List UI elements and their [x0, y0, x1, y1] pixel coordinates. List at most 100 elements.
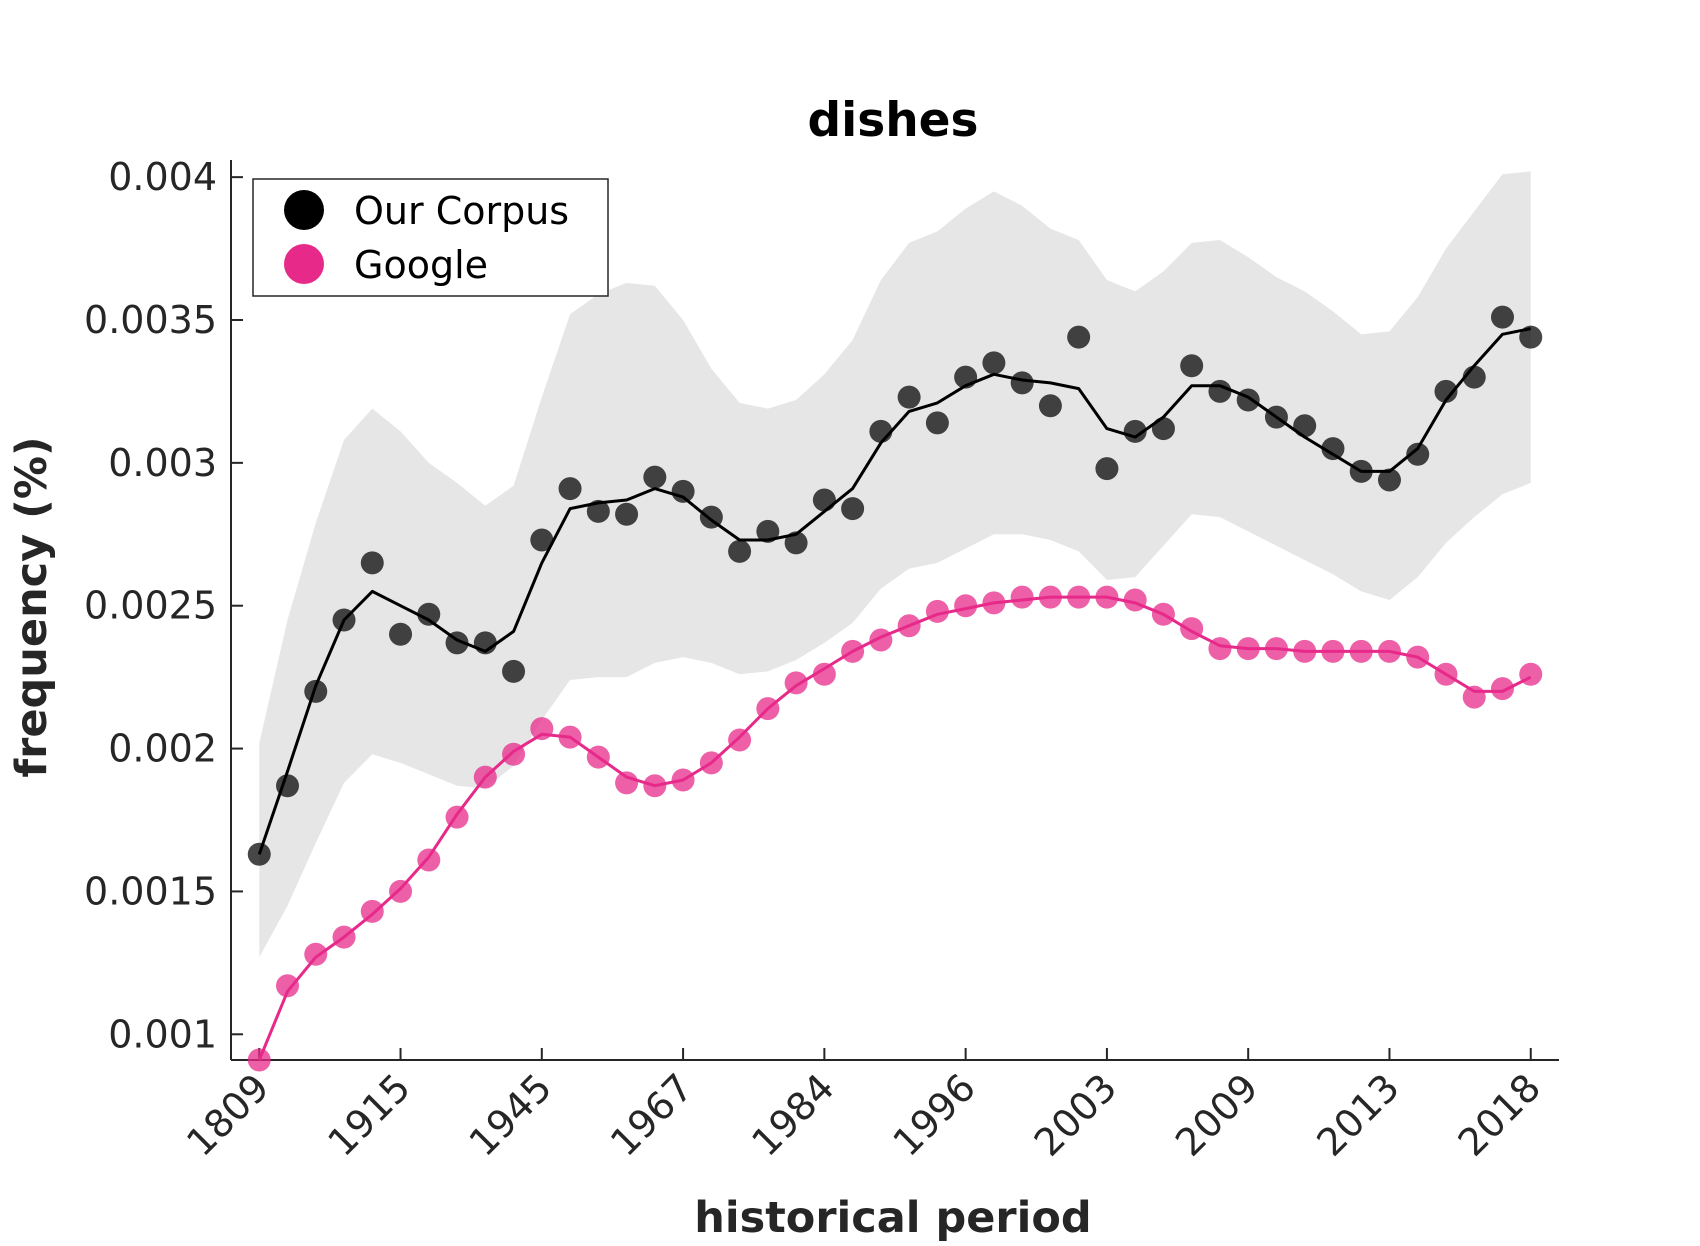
our-corpus-point: [982, 351, 1006, 375]
google-point: [445, 805, 469, 829]
our-corpus-point: [1349, 459, 1373, 483]
our-corpus-point: [276, 774, 300, 798]
google-point: [1293, 639, 1317, 663]
google-point: [699, 751, 723, 775]
our-corpus-point: [784, 531, 808, 555]
google-point: [473, 765, 497, 789]
google-point: [784, 671, 808, 695]
our-corpus-point: [897, 385, 921, 409]
y-axis-title: frequency (%): [7, 436, 57, 777]
google-point: [756, 697, 780, 721]
y-tick-label: 0.001: [108, 1012, 217, 1056]
google-point: [1406, 645, 1430, 669]
legend-marker-google: [284, 244, 324, 284]
our-corpus-point: [1519, 325, 1543, 349]
google-point: [982, 591, 1006, 615]
legend-marker-our-corpus: [284, 190, 324, 230]
google-point: [276, 974, 300, 998]
google-point: [1038, 585, 1062, 609]
chart-title: dishes: [807, 93, 978, 148]
google-point: [1180, 617, 1204, 641]
our-corpus-point: [925, 411, 949, 435]
our-corpus-point: [530, 528, 554, 552]
y-tick-label: 0.0035: [84, 298, 217, 342]
our-corpus-point: [417, 602, 441, 626]
our-corpus-point: [699, 505, 723, 529]
legend-label-our-corpus: Our Corpus: [354, 189, 569, 233]
google-point: [812, 662, 836, 686]
google-point: [869, 628, 893, 652]
our-corpus-point: [1123, 419, 1147, 443]
google-point: [1208, 637, 1232, 661]
our-corpus-point: [1038, 394, 1062, 418]
y-tick-label: 0.0025: [84, 584, 217, 628]
series-lines: [257, 327, 1532, 1061]
google-point: [671, 768, 695, 792]
google-point: [643, 774, 667, 798]
our-corpus-point: [954, 365, 978, 389]
y-tick-label: 0.0015: [84, 869, 217, 913]
our-corpus-point: [304, 679, 328, 703]
our-corpus-point: [502, 659, 526, 683]
google-point: [417, 848, 441, 872]
google-point: [247, 1048, 271, 1072]
google-point: [360, 899, 384, 923]
google-point: [1519, 662, 1543, 686]
google-point: [1349, 639, 1373, 663]
our-corpus-point: [812, 488, 836, 512]
google-point: [530, 717, 554, 741]
our-corpus-point: [1208, 379, 1232, 403]
google-point: [332, 925, 356, 949]
our-corpus-point: [1236, 388, 1260, 412]
google-line: [257, 595, 1532, 1061]
google-point: [1434, 662, 1458, 686]
our-corpus-point: [1095, 457, 1119, 481]
our-corpus-point: [389, 622, 413, 646]
our-corpus-point: [1180, 354, 1204, 378]
our-corpus-point: [1434, 379, 1458, 403]
our-corpus-point: [728, 539, 752, 563]
google-point: [1321, 639, 1345, 663]
google-point: [1067, 585, 1091, 609]
google-point: [1151, 602, 1175, 626]
google-point: [1264, 637, 1288, 661]
our-corpus-point: [671, 479, 695, 503]
google-point: [1377, 639, 1401, 663]
our-corpus-point: [247, 842, 271, 866]
google-point: [1123, 588, 1147, 612]
y-tick-label: 0.003: [108, 441, 217, 485]
our-corpus-point: [1377, 468, 1401, 492]
series-points: [247, 305, 1543, 1072]
google-point: [1010, 585, 1034, 609]
google-point: [897, 614, 921, 638]
our-corpus-point: [1067, 325, 1091, 349]
google-point: [558, 725, 582, 749]
our-corpus-point: [586, 499, 610, 523]
our-corpus-point: [1321, 437, 1345, 461]
y-tick-label: 0.004: [108, 155, 217, 199]
our-corpus-point: [756, 519, 780, 543]
our-corpus-point: [1293, 414, 1317, 438]
google-point: [586, 745, 610, 769]
our-corpus-confidence-band: [259, 171, 1531, 958]
google-point: [925, 599, 949, 623]
google-point: [954, 594, 978, 618]
our-corpus-point: [1462, 365, 1486, 389]
our-corpus-point: [332, 608, 356, 632]
our-corpus-point: [1264, 405, 1288, 429]
y-tick-label: 0.002: [108, 727, 217, 771]
google-point: [304, 942, 328, 966]
google-point: [389, 879, 413, 903]
google-point: [1236, 637, 1260, 661]
google-point: [728, 728, 752, 752]
confidence-band-layer: [259, 171, 1531, 958]
google-point: [1490, 677, 1514, 701]
our-corpus-point: [615, 502, 639, 526]
our-corpus-point: [1490, 305, 1514, 329]
our-corpus-point: [841, 497, 865, 521]
our-corpus-point: [558, 477, 582, 501]
our-corpus-point: [643, 465, 667, 489]
google-point: [1095, 585, 1119, 609]
legend: Our Corpus Google: [252, 178, 609, 297]
